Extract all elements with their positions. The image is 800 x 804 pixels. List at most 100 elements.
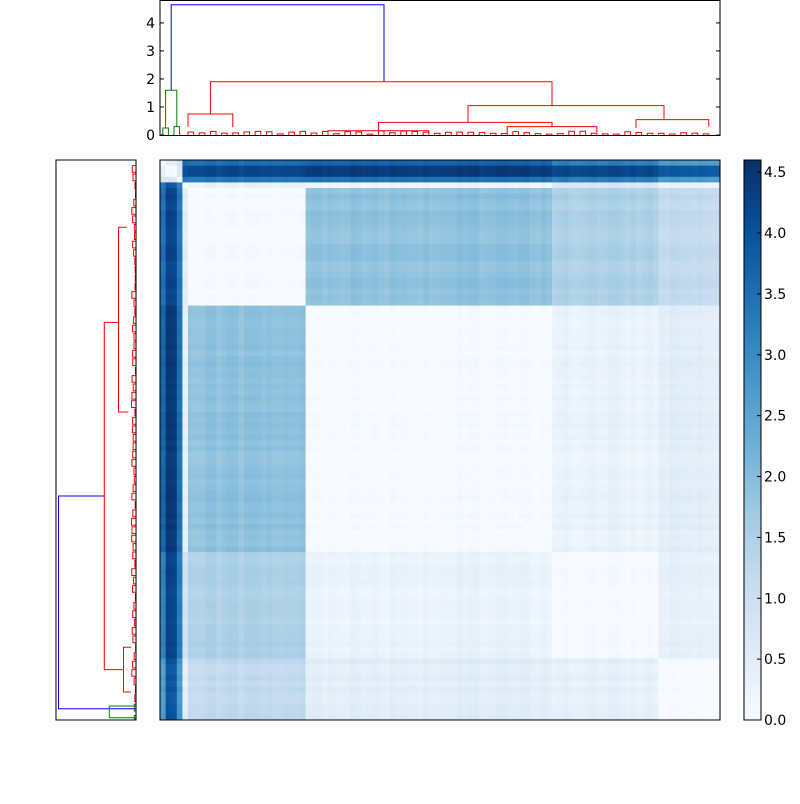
heatmap-cell	[339, 278, 345, 284]
heatmap-cell	[238, 222, 244, 228]
heatmap-cell	[334, 300, 340, 306]
heatmap-cell	[199, 278, 205, 284]
heatmap-cell	[507, 283, 513, 289]
heatmap-cell	[306, 423, 312, 429]
heatmap-cell	[558, 171, 564, 177]
heatmap-cell	[222, 283, 228, 289]
heatmap-cell	[334, 255, 340, 261]
heatmap-cell	[188, 177, 194, 183]
heatmap-cell	[328, 356, 334, 362]
heatmap-cell	[440, 177, 446, 183]
heatmap-cell	[160, 283, 166, 289]
heatmap-cell	[636, 418, 642, 424]
heatmap-cell	[653, 182, 659, 188]
heatmap-cell	[384, 339, 390, 345]
heatmap-cell	[317, 412, 323, 418]
heatmap-cell	[216, 216, 222, 222]
heatmap-cell	[586, 406, 592, 412]
heatmap-cell	[289, 182, 295, 188]
heatmap-cell	[714, 395, 720, 401]
heatmap-cell	[518, 412, 524, 418]
heatmap-cell	[244, 300, 250, 306]
heatmap-cell	[563, 345, 569, 351]
heatmap-cell	[322, 199, 328, 205]
heatmap-cell	[300, 350, 306, 356]
heatmap-cell	[675, 255, 681, 261]
heatmap-cell	[524, 384, 530, 390]
heatmap-cell	[182, 362, 188, 368]
heatmap-cell	[194, 390, 200, 396]
heatmap-cell	[395, 429, 401, 435]
heatmap-cell	[507, 423, 513, 429]
heatmap-cell	[289, 418, 295, 424]
heatmap-cell	[630, 238, 636, 244]
heatmap-cell	[642, 199, 648, 205]
heatmap-cell	[591, 233, 597, 239]
heatmap-cell	[199, 356, 205, 362]
heatmap-cell	[222, 244, 228, 250]
heatmap-cell	[440, 395, 446, 401]
heatmap-cell	[356, 350, 362, 356]
heatmap-cell	[261, 350, 267, 356]
heatmap-cell	[255, 334, 261, 340]
heatmap-cell	[479, 238, 485, 244]
heatmap-cell	[709, 266, 715, 272]
heatmap-cell	[250, 378, 256, 384]
heatmap-cell	[350, 227, 356, 233]
heatmap-cell	[474, 334, 480, 340]
heatmap-cell	[451, 378, 457, 384]
heatmap-cell	[177, 317, 183, 323]
heatmap-cell	[574, 194, 580, 200]
heatmap-cell	[664, 311, 670, 317]
heatmap-cell	[216, 171, 222, 177]
heatmap-cell	[171, 406, 177, 412]
heatmap-cell	[283, 395, 289, 401]
heatmap-cell	[423, 345, 429, 351]
heatmap-cell	[356, 406, 362, 412]
heatmap-cell	[546, 278, 552, 284]
heatmap-cell	[283, 328, 289, 334]
heatmap-cell	[440, 166, 446, 172]
heatmap-cell	[401, 272, 407, 278]
heatmap-cell	[384, 222, 390, 228]
heatmap-cell	[395, 255, 401, 261]
heatmap-cell	[294, 283, 300, 289]
heatmap-cell	[462, 395, 468, 401]
heatmap-cell	[177, 272, 183, 278]
heatmap-cell	[496, 356, 502, 362]
heatmap-cell	[362, 160, 368, 166]
heatmap-cell	[692, 188, 698, 194]
heatmap-cell	[423, 289, 429, 295]
heatmap-cell	[670, 300, 676, 306]
heatmap-cell	[188, 283, 194, 289]
heatmap-cell	[468, 373, 474, 379]
heatmap-cell	[686, 322, 692, 328]
heatmap-cell	[675, 339, 681, 345]
heatmap-cell	[367, 300, 373, 306]
heatmap-cell	[188, 160, 194, 166]
heatmap-cell	[608, 244, 614, 250]
heatmap-cell	[401, 390, 407, 396]
heatmap-cell	[205, 261, 211, 267]
heatmap-cell	[272, 261, 278, 267]
heatmap-cell	[541, 317, 547, 323]
heatmap-cell	[300, 406, 306, 412]
heatmap-cell	[328, 272, 334, 278]
heatmap-cell	[339, 345, 345, 351]
heatmap-cell	[541, 300, 547, 306]
heatmap-cell	[457, 384, 463, 390]
heatmap-cell	[692, 283, 698, 289]
heatmap-cell	[406, 429, 412, 435]
heatmap-cell	[390, 356, 396, 362]
heatmap-cell	[563, 272, 569, 278]
heatmap-cell	[653, 390, 659, 396]
heatmap-cell	[591, 362, 597, 368]
heatmap-cell	[479, 395, 485, 401]
heatmap-cell	[597, 255, 603, 261]
heatmap-cell	[238, 177, 244, 183]
heatmap-cell	[294, 373, 300, 379]
heatmap-cell	[630, 250, 636, 256]
top-dendrogram-leaf-link	[446, 132, 452, 135]
